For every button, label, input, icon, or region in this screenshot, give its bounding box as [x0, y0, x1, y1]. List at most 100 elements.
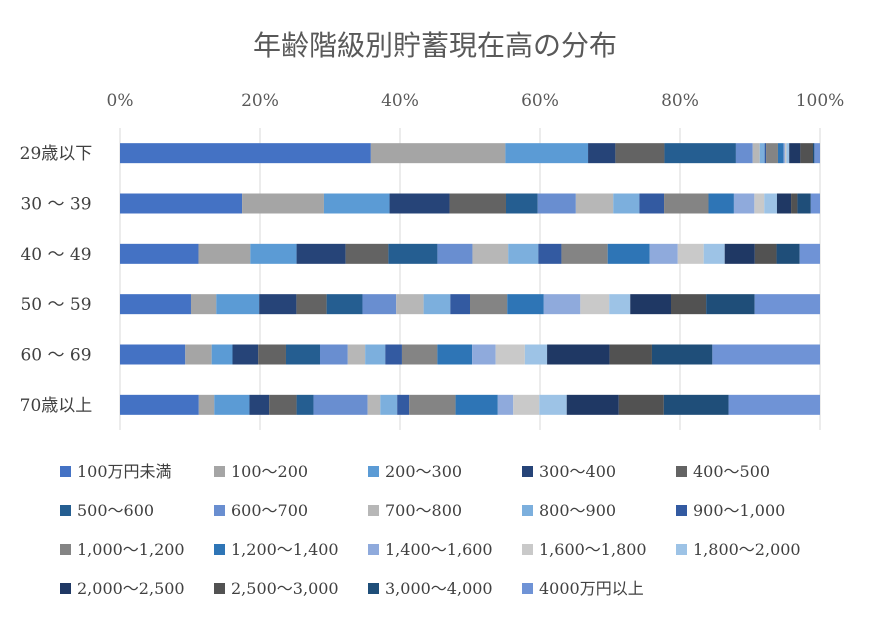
legend-label: 100万円未満 [77, 462, 172, 481]
bar-segment [437, 344, 473, 365]
bar-segment [800, 143, 813, 164]
bar-segment [388, 243, 438, 264]
bar-segment [789, 143, 801, 164]
bar-segment [472, 344, 496, 365]
bar-segment [759, 143, 765, 164]
bar-segment [211, 344, 233, 365]
bar-segment [539, 394, 567, 415]
bar-segment [320, 344, 348, 365]
legend-swatch [676, 544, 687, 555]
x-tick-label: 40% [381, 91, 419, 111]
bar-segment [543, 294, 581, 315]
bar-segment [764, 143, 767, 164]
bar-segment [630, 294, 672, 315]
bar-segment [752, 143, 760, 164]
bar-segment [269, 394, 297, 415]
legend-label: 1,200～1,400 [231, 540, 339, 559]
bar-segment [733, 193, 755, 214]
bar-segment [609, 344, 652, 365]
bar-segment [365, 344, 386, 365]
bar-segment [566, 394, 619, 415]
bar-segment [783, 143, 785, 164]
legend-swatch [60, 466, 71, 477]
bar-segment [380, 394, 398, 415]
legend-label: 2,500～3,000 [231, 579, 339, 598]
y-category-label: 29歳以下 [20, 144, 93, 164]
bar-segment [296, 294, 327, 315]
bar-segment [249, 394, 270, 415]
bar-segment [397, 394, 410, 415]
x-tick-label: 20% [241, 91, 279, 111]
y-category-label: 40 ～ 49 [20, 245, 91, 265]
bar-segment [120, 394, 199, 415]
x-tick-label: 0% [107, 91, 134, 111]
legend-swatch [522, 544, 533, 555]
legend-swatch [214, 544, 225, 555]
bar-segment [367, 394, 381, 415]
legend-swatch [368, 583, 379, 594]
legend-label: 1,400～1,600 [385, 540, 493, 559]
y-category-label: 30 ～ 39 [20, 195, 91, 215]
bar-segment [396, 294, 424, 315]
bar-segment [120, 294, 191, 315]
legend-label: 1,800～2,000 [693, 540, 801, 559]
bar-segment [613, 193, 640, 214]
legend-swatch [214, 466, 225, 477]
bar-segment [588, 143, 616, 164]
legend-label: 500～600 [77, 501, 154, 520]
legend-label: 200～300 [385, 462, 462, 481]
legend-label: 300～400 [539, 462, 616, 481]
bar-segment [639, 193, 665, 214]
bar-segment [423, 294, 451, 315]
bar-segment [313, 394, 368, 415]
legend-label: 1,000～1,200 [77, 540, 185, 559]
bar-segment [810, 193, 820, 214]
bar-segment [615, 143, 665, 164]
bar-segment [776, 193, 792, 214]
bar-segment [258, 344, 286, 365]
bar-segment [724, 243, 755, 264]
bar-segment [497, 394, 514, 415]
legend-swatch [522, 466, 533, 477]
bar-segment [508, 243, 539, 264]
bar-segment [449, 193, 506, 214]
x-axis-ticks: 0% 20% 40% 60% 80% 100% [107, 91, 845, 111]
legend-label: 600～700 [231, 501, 308, 520]
legend-label: 700～800 [385, 501, 462, 520]
bar-segment [524, 344, 548, 365]
bar-segment [712, 344, 820, 365]
bar-segment [242, 193, 324, 214]
legend-label: 1,600～1,800 [539, 540, 647, 559]
bar-segment [664, 193, 709, 214]
bar-segment [706, 294, 755, 315]
bar-segment [505, 143, 589, 164]
bar-segment [120, 344, 186, 365]
legend-label: 900～1,000 [693, 501, 785, 520]
bar-segment [777, 143, 784, 164]
legend-swatch [368, 544, 379, 555]
bar-segment [537, 193, 576, 214]
legend-swatch [676, 505, 687, 516]
bar-segment [385, 344, 402, 365]
bar-segment [389, 193, 450, 214]
legend-swatch [214, 505, 225, 516]
bar-segment [505, 193, 538, 214]
x-tick-label: 100% [796, 91, 845, 111]
bar-segment [708, 193, 734, 214]
legend-swatch [676, 466, 687, 477]
legend-label: 2,000～2,500 [77, 579, 185, 598]
bar-segment [370, 143, 506, 164]
bar-segment [561, 243, 608, 264]
bar-segment [754, 294, 820, 315]
bar-segment [649, 243, 678, 264]
bar-segment [799, 243, 820, 264]
bar-segment [797, 193, 811, 214]
bar-segment [455, 394, 498, 415]
bar-segment [323, 193, 390, 214]
bar-segment [663, 394, 729, 415]
x-tick-label: 60% [521, 91, 559, 111]
chart-title: 年齢階級別貯蓄現在高の分布 [253, 29, 617, 62]
legend-swatch [368, 466, 379, 477]
bar-segment [766, 143, 778, 164]
